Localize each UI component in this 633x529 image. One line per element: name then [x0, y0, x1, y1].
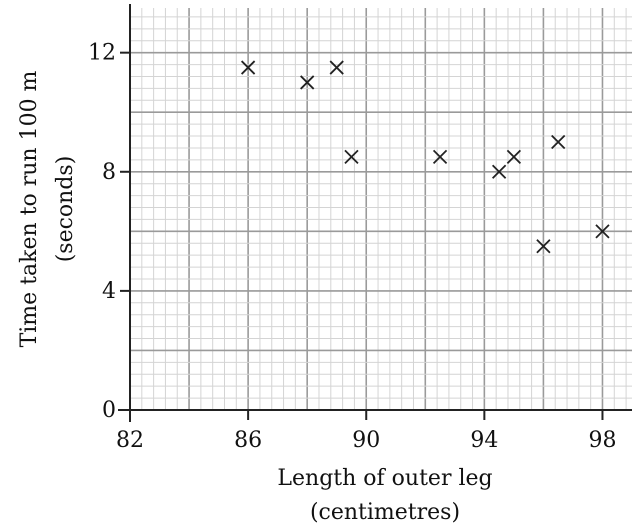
y-tick-label: 4	[102, 279, 116, 304]
marker-stroke	[240, 60, 256, 75]
x-tick-label: 82	[116, 428, 144, 453]
data-point	[432, 149, 448, 165]
marker-stroke	[506, 149, 522, 165]
data-point	[595, 224, 610, 239]
y-axis-title: Time taken to run 100 m	[17, 70, 42, 347]
data-point	[536, 239, 551, 254]
marker-stroke	[329, 60, 344, 75]
x-tick-label: 90	[352, 428, 380, 453]
data-point	[344, 149, 359, 165]
data-point	[240, 60, 256, 75]
x-tick-label: 86	[234, 428, 262, 453]
marker-stroke	[344, 149, 359, 165]
marker-stroke	[595, 224, 610, 239]
x-axis-subtitle: (centimetres)	[310, 500, 460, 525]
axes	[118, 4, 632, 422]
axis-titles: Length of outer leg (centimetres) Time tak…	[17, 70, 493, 525]
tick-labels: 82 86 90 94 98 0 4 8 12	[88, 41, 616, 453]
x-tick-label: 98	[588, 428, 616, 453]
marker-stroke	[536, 239, 551, 254]
data-point	[491, 164, 507, 179]
data-point	[551, 134, 566, 150]
y-tick-label: 0	[102, 398, 116, 423]
y-tick-label: 12	[88, 41, 116, 66]
marker-stroke	[300, 75, 315, 90]
data-point	[300, 75, 315, 90]
marker-stroke	[432, 149, 448, 165]
data-point	[329, 60, 344, 75]
x-axis-title: Length of outer leg	[277, 466, 492, 491]
data-point	[506, 149, 522, 165]
marker-stroke	[551, 134, 566, 150]
marker-stroke	[491, 164, 507, 179]
x-tick-label: 94	[470, 428, 498, 453]
y-tick-label: 8	[102, 160, 116, 185]
grid	[130, 8, 632, 410]
data-points	[240, 60, 610, 254]
y-axis-subtitle: (seconds)	[53, 156, 78, 263]
